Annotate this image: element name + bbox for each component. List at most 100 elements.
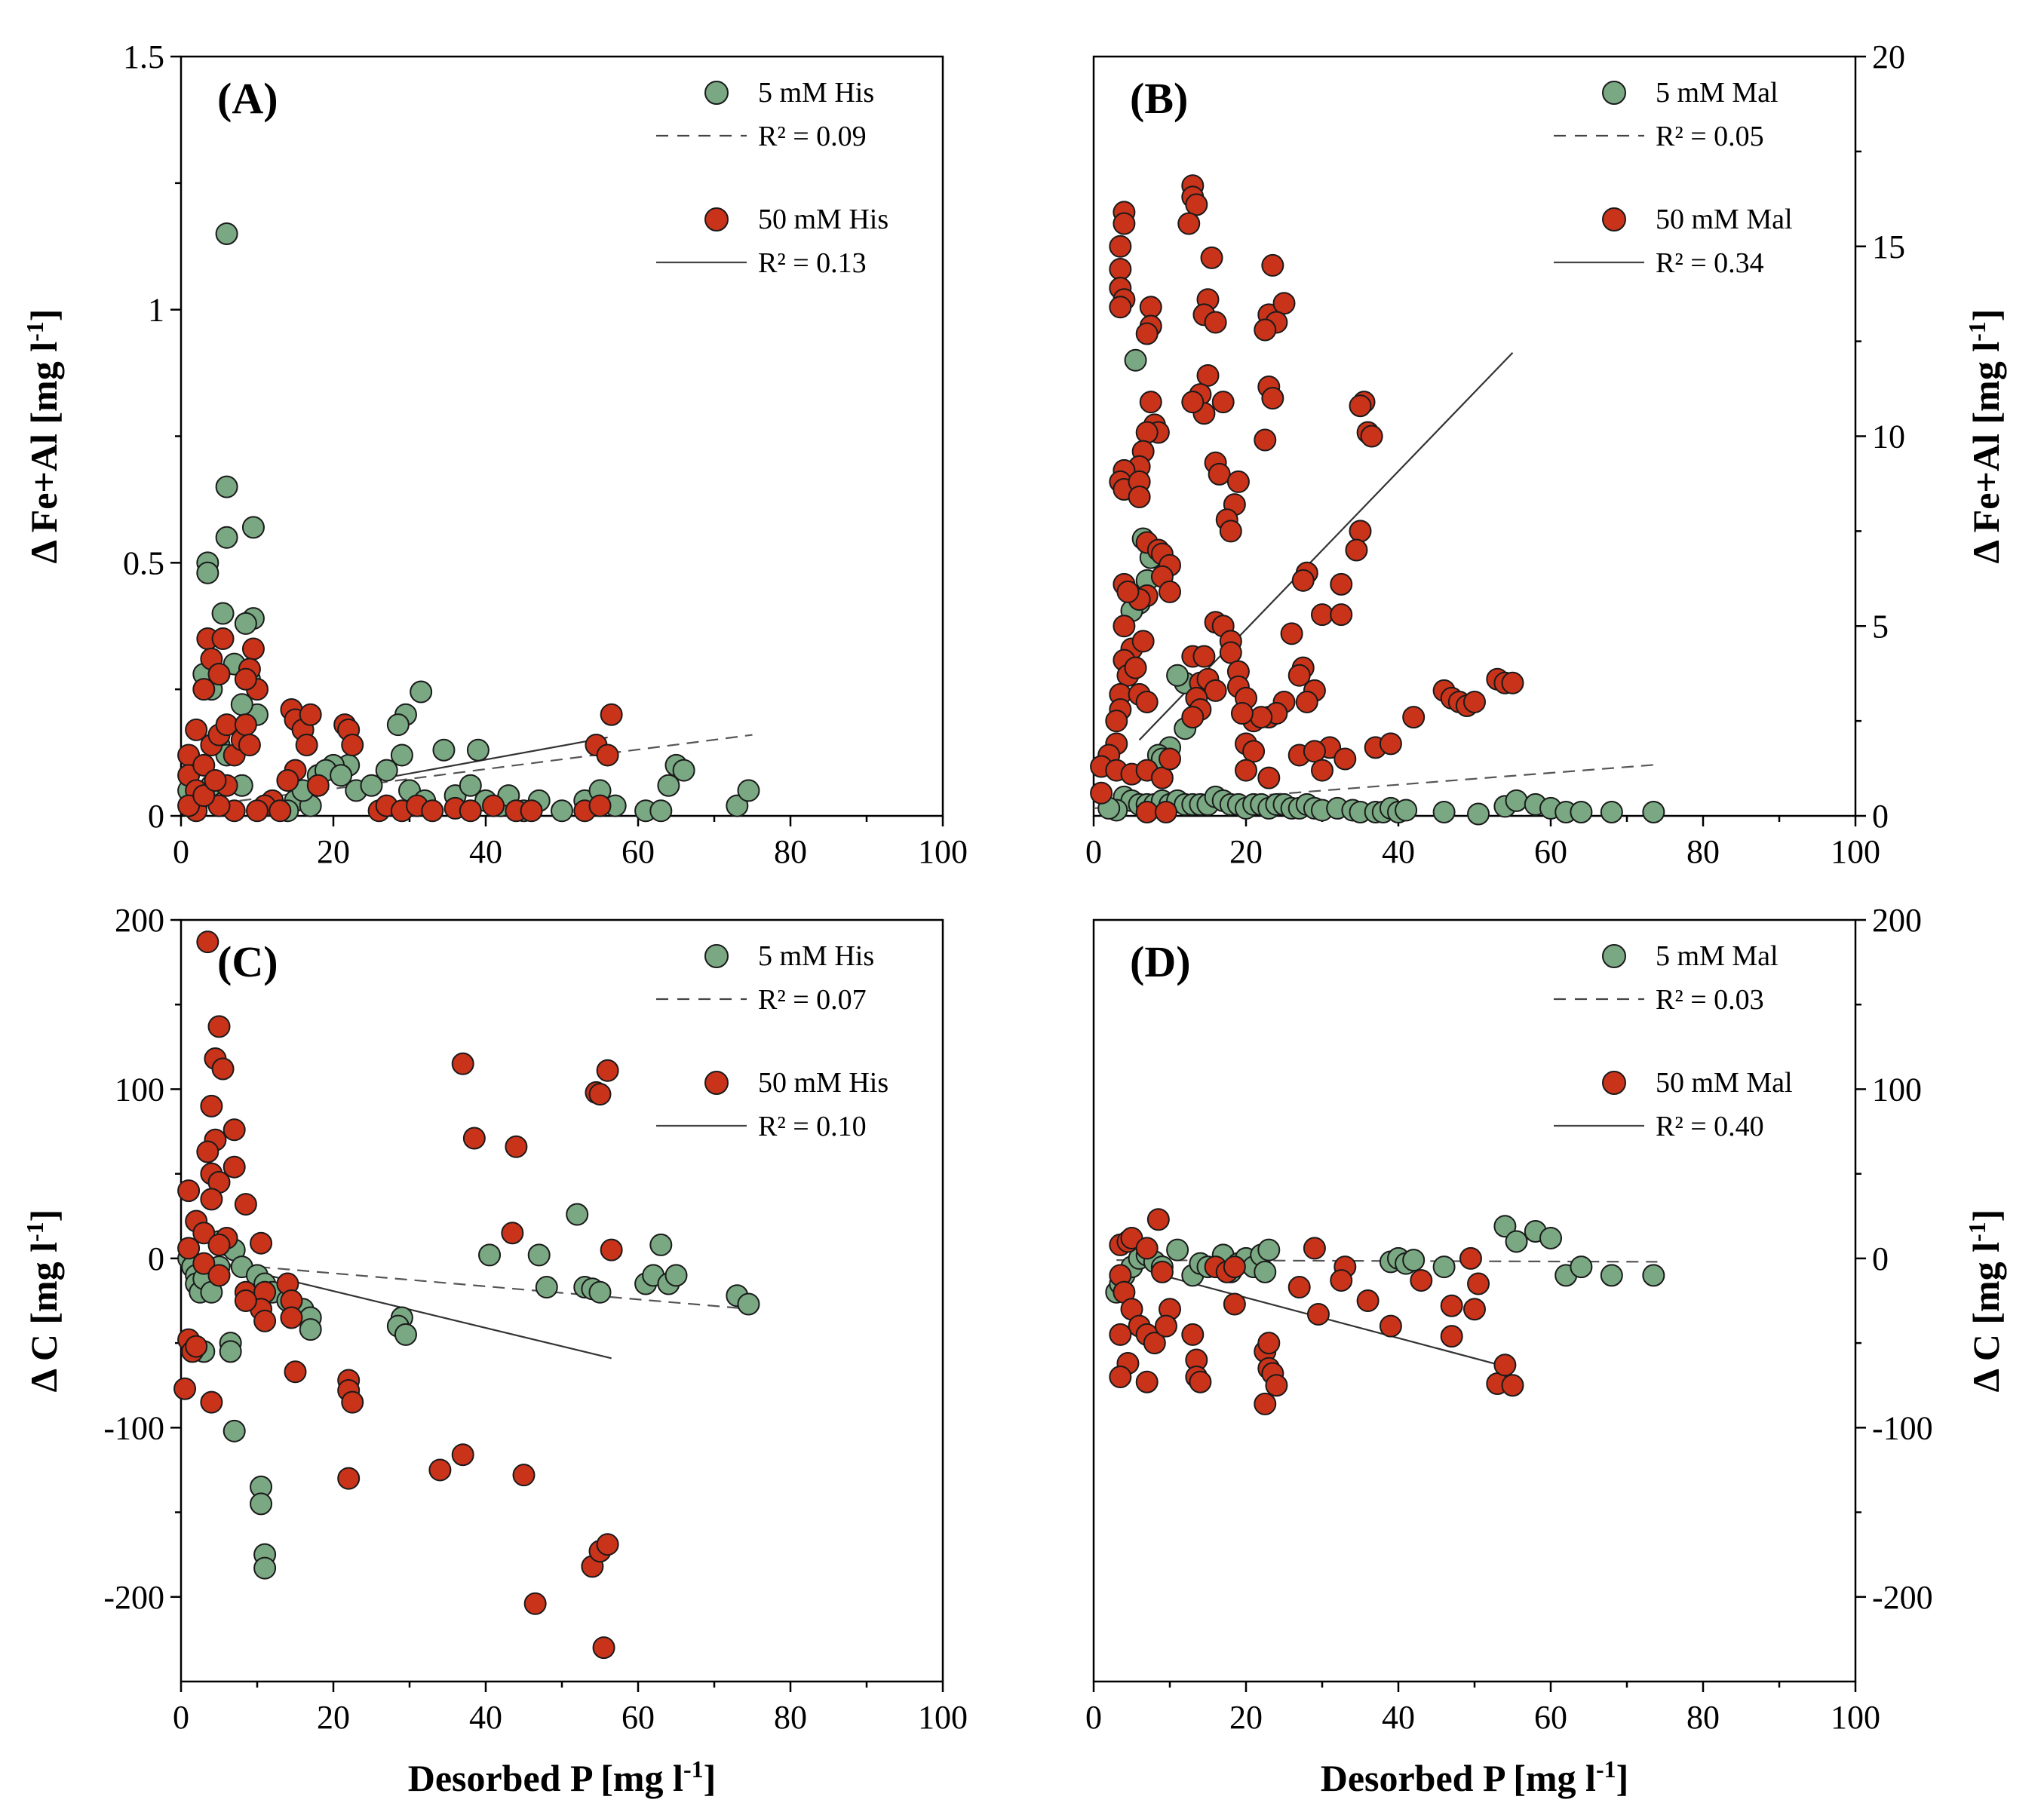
legend-marker (1602, 944, 1626, 968)
fit-line-solid (371, 736, 608, 782)
data-point (192, 678, 216, 701)
data-point (207, 1264, 231, 1287)
x-tick-label: 80 (774, 1699, 807, 1736)
data-point (1463, 1298, 1486, 1321)
legend-r-squared: R² = 0.03 (1656, 984, 1764, 1016)
data-point (330, 764, 353, 787)
data-point (1185, 193, 1208, 216)
data-point (1501, 1374, 1524, 1397)
data-point (1150, 766, 1174, 789)
y-axis-label: Δ C [mg l-1] (21, 1209, 65, 1393)
legend-series-name: 50 mM His (758, 204, 888, 235)
data-point (1303, 740, 1326, 763)
y-axis-label-end: ] (1965, 309, 2007, 322)
y-tick-label: -200 (1872, 1579, 1933, 1616)
data-point (1177, 212, 1201, 235)
data-point (1090, 781, 1113, 805)
data-point (215, 222, 238, 245)
y-tick-label: 0.5 (123, 544, 164, 581)
legend-r-squared: R² = 0.34 (1656, 247, 1764, 279)
data-point (204, 769, 227, 793)
data-point (649, 799, 673, 823)
data-point (207, 663, 231, 686)
data-point (1135, 1370, 1159, 1393)
data-point (241, 516, 265, 539)
data-point (1642, 1264, 1665, 1287)
x-tick-label: 0 (173, 833, 189, 870)
y-tick-label: 200 (1872, 902, 1922, 939)
legend-series-name: 5 mM Mal (1656, 940, 1779, 972)
data-point (1154, 800, 1177, 823)
data-point (1135, 690, 1159, 713)
data-point (1261, 387, 1284, 410)
data-point (1570, 1255, 1593, 1279)
data-point (1303, 1237, 1326, 1260)
data-point (1235, 759, 1257, 782)
x-axis-label-main: Desorbed P [mg l (1321, 1757, 1596, 1799)
x-tick-label: 40 (1382, 1699, 1415, 1736)
legend-series-name: 5 mM Mal (1656, 77, 1779, 109)
data-point (1223, 1292, 1246, 1316)
data-point (241, 637, 265, 661)
x-tick-label: 100 (1831, 1699, 1880, 1736)
data-point (341, 1390, 364, 1414)
data-point (1135, 322, 1159, 345)
data-point (737, 1292, 760, 1316)
data-point (1254, 318, 1277, 342)
data-point (1208, 462, 1231, 486)
data-point (1219, 641, 1242, 664)
x-tick-label: 20 (1229, 1699, 1263, 1736)
y-axis-label-end: ] (1965, 1209, 2007, 1222)
data-point (1159, 747, 1181, 771)
x-tick-label: 20 (317, 833, 350, 870)
x-tick-label: 0 (1085, 833, 1102, 870)
data-point (211, 1057, 235, 1081)
x-tick-label: 60 (1534, 833, 1567, 870)
data-point (1330, 1269, 1353, 1292)
data-point (192, 753, 216, 777)
data-point (211, 602, 235, 625)
data-point (375, 759, 398, 782)
data-point (1181, 391, 1205, 414)
data-point (1463, 690, 1486, 713)
series-50-mm-mal (1109, 1208, 1524, 1415)
data-point (1204, 311, 1227, 334)
data-point (527, 1243, 551, 1267)
data-point (1200, 246, 1223, 269)
data-point (1410, 1269, 1433, 1292)
y-axis-label-sup: -1 (21, 321, 48, 342)
data-point (386, 713, 410, 737)
data-point (551, 799, 573, 823)
legend-marker (704, 1071, 729, 1095)
data-point (410, 680, 433, 704)
data-point (535, 1276, 558, 1299)
x-tick-label: 60 (621, 1699, 655, 1736)
data-point (1349, 520, 1372, 543)
data-point (1356, 1289, 1380, 1312)
data-point (1330, 603, 1353, 627)
y-axis-label-main: Δ C [mg l (1965, 1242, 2007, 1392)
data-point (1440, 1294, 1463, 1317)
data-point (234, 1289, 257, 1312)
x-tick-label: 100 (1831, 833, 1880, 870)
data-point (1330, 572, 1353, 596)
y-axis-label-end: ] (23, 1209, 65, 1222)
data-point (1493, 1354, 1517, 1377)
data-point (1139, 296, 1162, 319)
data-point (1265, 1374, 1288, 1397)
data-point (207, 1233, 231, 1256)
legend-r-squared: R² = 0.13 (758, 247, 867, 279)
data-point (1189, 1370, 1212, 1393)
data-point (269, 799, 292, 823)
y-tick-label: -100 (103, 1409, 164, 1446)
legend-marker (704, 207, 729, 231)
x-tick-label: 20 (1229, 833, 1263, 870)
data-point (390, 743, 413, 767)
legend-marker (1602, 207, 1626, 231)
data-point (1600, 1264, 1623, 1287)
fit-line-dashed (1093, 763, 1658, 810)
data-point (1254, 1260, 1277, 1283)
data-point (1116, 580, 1140, 603)
data-point (1505, 789, 1528, 812)
data-point (1291, 569, 1315, 592)
